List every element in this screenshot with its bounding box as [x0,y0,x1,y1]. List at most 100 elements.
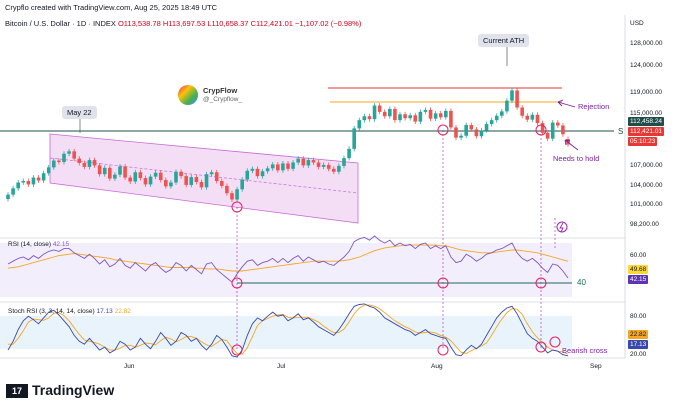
candle-body [72,151,76,159]
price-tick: 119,000.00 [630,89,663,96]
rsi-ma-tag: 49.68 [628,265,649,274]
highlight-circle [535,341,547,353]
rsi-value: 42.15 [52,241,70,248]
candle-body [291,162,295,169]
candle-body [408,115,412,119]
candle-body [382,111,387,117]
candle-body [438,113,443,118]
candle-body [108,167,112,179]
countdown-tag: 05:10:23 [628,137,658,146]
event-marker [556,221,568,233]
bearish-cross-label: Bearish cross [562,346,608,355]
candle-body [444,110,448,118]
last-price-tag: 112,458.24 [628,117,665,126]
candle-body [209,172,214,175]
candle-body [545,132,550,139]
candle-body [489,120,494,125]
watermark-name: CrypFlow [203,86,238,95]
rsi-line [7,235,569,283]
price-tick: 107,000.00 [630,162,663,169]
current-ath-callout: Current ATH [478,34,530,47]
candle-body [153,172,158,177]
highlight-circle [231,277,243,289]
candle-body [342,158,346,166]
stoch-k-line [7,303,569,358]
needs-to-hold-label: Needs to hold [553,154,600,163]
candle-body [398,114,402,121]
candle-body [189,177,194,185]
rsi-tick: 60.00 [630,252,647,259]
candle-body [204,174,209,188]
created-by-text: Crypflo created with TradingView.com, Au… [5,3,218,12]
candle-body [164,180,168,187]
candle-body [474,129,479,137]
candle-body [270,164,275,169]
candle-body [118,166,122,175]
candle-body [433,113,438,119]
candle-body [362,116,367,121]
candle-body [326,164,331,169]
candle-body [393,108,397,121]
rsi-label: RSI (14, close) [8,241,51,248]
candle-body [286,163,290,169]
price-tick: 98,200.00 [630,221,659,228]
candle-body [296,158,300,163]
price-tick: 101,000.00 [630,201,663,208]
candle-body [321,164,326,167]
candle-body [87,160,92,167]
candle-body [174,171,178,183]
candle-body [525,115,530,120]
stoch-d-value: 22.82 [114,308,131,315]
price-tick: 115,000.00 [630,110,663,117]
candle-body [220,181,224,186]
candle-body [332,168,336,172]
candle-body [530,114,535,120]
candle-body [520,107,524,116]
candle-body [311,160,316,163]
descending-channel [49,133,359,224]
candle-body [21,181,26,183]
candle-body [113,174,117,179]
stoch-k-tag: 17.13 [628,340,649,349]
candle-body [102,167,107,175]
rsi-band [0,243,572,297]
candle-body [566,138,570,145]
candle-body [535,114,540,124]
candle-body [423,109,428,112]
highlight-circle [231,201,243,213]
highlight-circle [437,124,449,136]
candle-body [479,130,484,137]
stoch-tick: 80.00 [630,313,647,320]
candle-body [31,177,36,185]
channel-midline [49,157,359,194]
candle-body [469,125,474,130]
candle-body [454,127,458,138]
candle-body [46,167,51,174]
highlight-circle [437,277,449,289]
candle-body [367,116,372,120]
price-tick: 124,000.00 [630,62,663,69]
candle-body [413,115,418,122]
candle-body [169,182,173,187]
stoch-tick: 20.00 [630,351,647,358]
candle-body [316,162,321,167]
candle-body [561,125,565,135]
crypflow-avatar [178,85,198,105]
stoch-rsi-label: Stoch RSI (3, 3, 14, 14, close) [8,308,95,315]
symbol-title: Bitcoin / U.S. Dollar · 1D · INDEX [5,19,116,28]
candle-body [82,162,87,167]
watermark-handle: @_Crypflow_ [203,96,243,103]
candle-body [403,114,407,119]
stoch-k-value: 17.13 [96,308,113,315]
candle-body [484,124,489,131]
candle-body [230,193,234,200]
candle-body [57,160,61,163]
currency-label: USD [630,20,644,27]
highlight-circle [535,277,547,289]
candle-body [225,185,229,194]
candle-body [148,176,153,185]
candle-body [265,168,270,172]
price-tick: 128,000.00 [630,40,663,47]
candle-body [449,110,453,128]
